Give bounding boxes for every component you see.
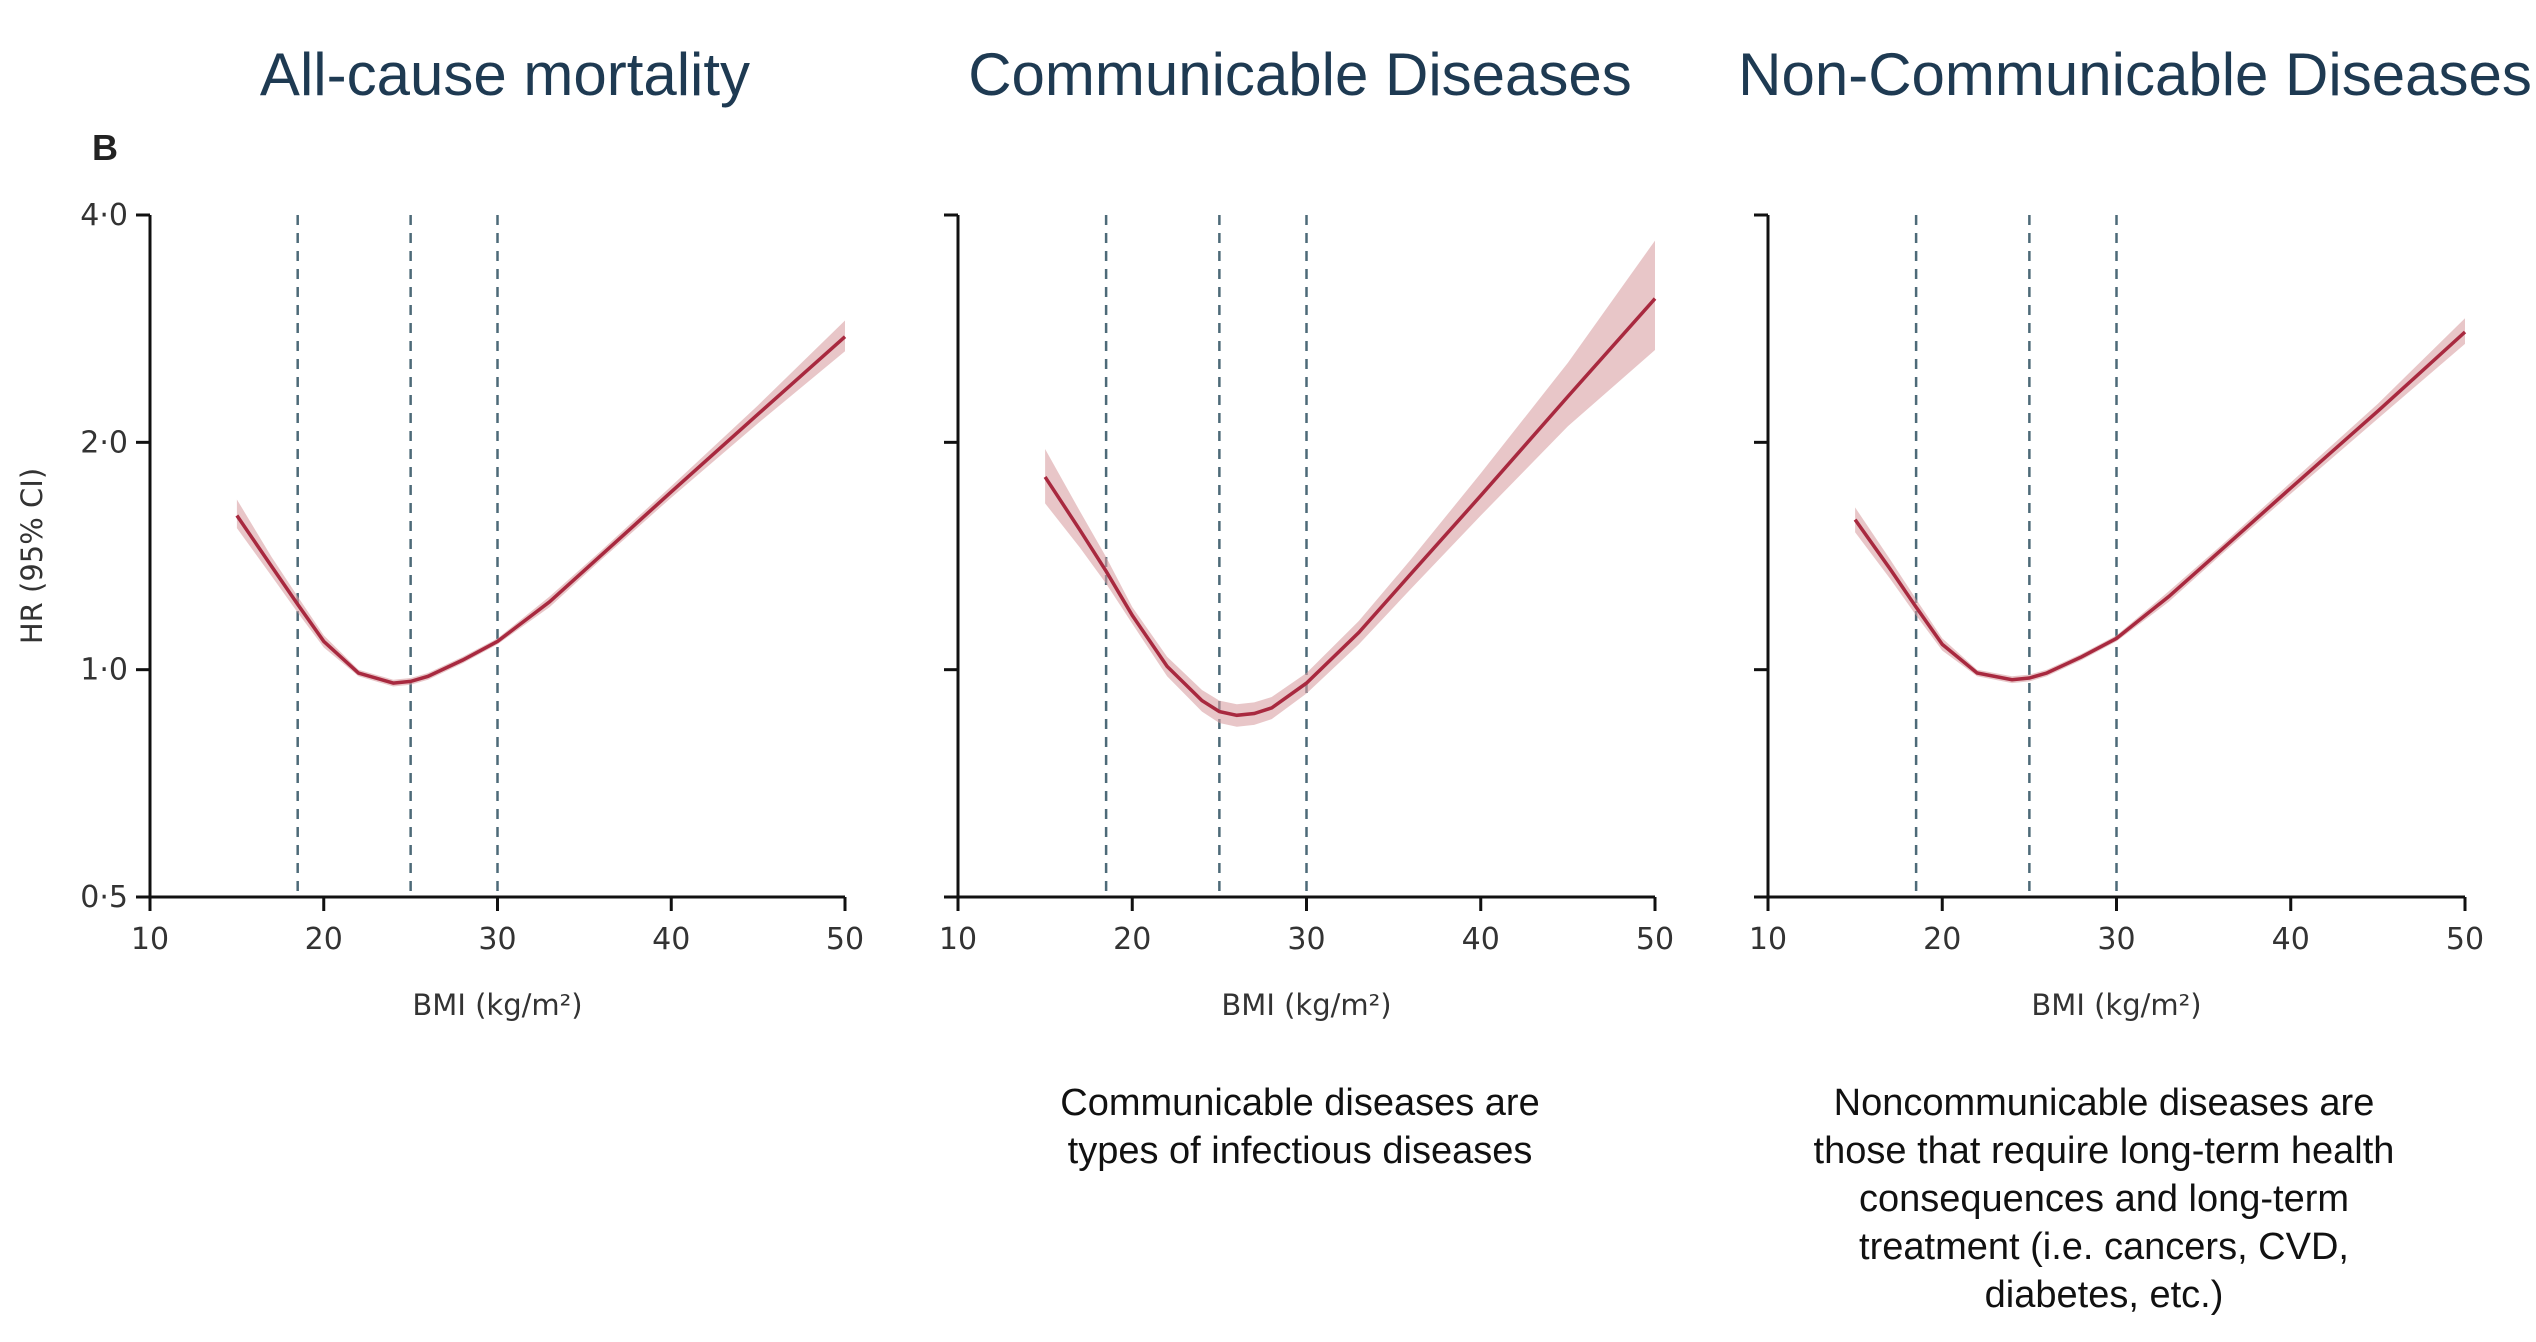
- x-tick-label: 10: [131, 922, 169, 957]
- x-axis-label: BMI (kg/m²): [2031, 988, 2201, 1022]
- y-axis-label: HR (95% CI): [15, 468, 49, 644]
- x-tick-label: 50: [2446, 922, 2484, 957]
- x-axis-label: BMI (kg/m²): [1221, 988, 1391, 1022]
- x-tick-label: 50: [1636, 922, 1674, 957]
- y-tick-label: 1·0: [80, 653, 128, 688]
- chart-panel-1: All-cause mortality 0·5 1·0 2·0 4·0 10 20 30 40 5…: [15, 41, 864, 1022]
- panel-note-line: Communicable diseases are: [1060, 1082, 1539, 1124]
- panel-note-line: types of infectious diseases: [1068, 1130, 1533, 1172]
- chart-panel-2: Communicable Diseases 10 20 30 40 50 BMI (kg/m…: [939, 41, 1674, 1172]
- confidence-band: [1855, 318, 2465, 684]
- panel-note-line: diabetes, etc.): [1985, 1274, 2224, 1316]
- confidence-band: [236, 320, 845, 687]
- x-tick-label: 40: [652, 922, 690, 957]
- x-tick-label: 10: [939, 922, 977, 957]
- panel-note-line: consequences and long-term: [1859, 1178, 2349, 1220]
- x-tick-label: 30: [2097, 922, 2135, 957]
- confidence-band: [1045, 240, 1655, 727]
- x-tick-label: 30: [1287, 922, 1325, 957]
- panel-title: All-cause mortality: [260, 41, 750, 108]
- hazard-ratio-curve: [1043, 297, 1657, 718]
- chart-panel-3: Non-Communicable Diseases 10 20 30 40 50 BMI (…: [1738, 41, 2532, 1316]
- y-tick-label: 0·5: [80, 880, 128, 915]
- x-tick-label: 10: [1749, 922, 1787, 957]
- x-tick-label: 20: [305, 922, 343, 957]
- x-axis-label: BMI (kg/m²): [412, 988, 582, 1022]
- x-tick-label: 20: [1113, 922, 1151, 957]
- panel-title: Communicable Diseases: [968, 41, 1632, 108]
- panel-title: Non-Communicable Diseases: [1738, 41, 2532, 108]
- x-tick-label: 40: [2272, 922, 2310, 957]
- y-tick-label: 4·0: [80, 198, 128, 233]
- x-tick-label: 50: [826, 922, 864, 957]
- hazard-ratio-curve: [235, 335, 847, 685]
- x-tick-label: 20: [1923, 922, 1961, 957]
- panel-note-line: treatment (i.e. cancers, CVD,: [1859, 1226, 2349, 1268]
- x-tick-label: 30: [478, 922, 516, 957]
- panel-note-line: Noncommunicable diseases are: [1834, 1082, 2375, 1124]
- panel-note-line: those that require long-term health: [1814, 1130, 2395, 1172]
- y-tick-label: 2·0: [80, 425, 128, 460]
- panel-letter: B: [92, 127, 118, 168]
- x-tick-label: 40: [1462, 922, 1500, 957]
- hazard-ratio-curve: [1853, 330, 2467, 682]
